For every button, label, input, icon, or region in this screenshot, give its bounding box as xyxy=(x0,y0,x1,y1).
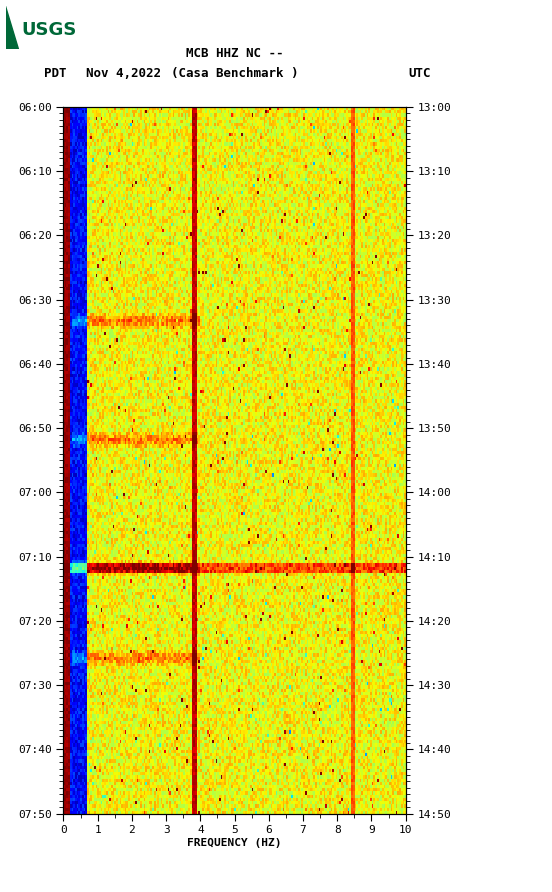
Text: USGS: USGS xyxy=(22,21,77,38)
Text: (Casa Benchmark ): (Casa Benchmark ) xyxy=(171,67,298,79)
Text: UTC: UTC xyxy=(408,67,431,79)
Text: MCB HHZ NC --: MCB HHZ NC -- xyxy=(186,47,283,60)
Polygon shape xyxy=(6,6,18,49)
Text: PDT: PDT xyxy=(44,67,67,79)
Text: Nov 4,2022: Nov 4,2022 xyxy=(86,67,161,79)
X-axis label: FREQUENCY (HZ): FREQUENCY (HZ) xyxy=(187,838,282,848)
